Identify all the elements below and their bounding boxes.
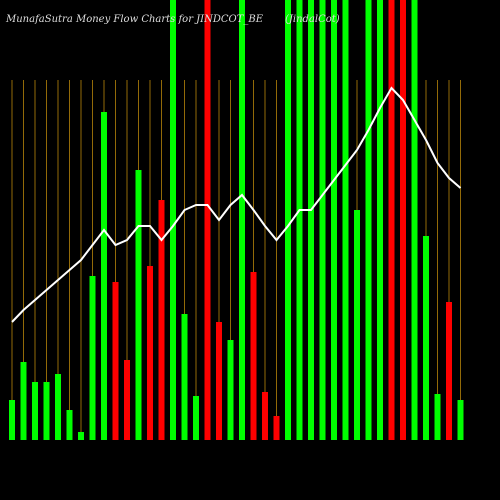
bar bbox=[262, 392, 268, 440]
bar bbox=[342, 0, 349, 440]
bar bbox=[158, 200, 165, 440]
bar bbox=[365, 0, 372, 440]
bar bbox=[377, 0, 383, 440]
bar bbox=[101, 112, 107, 440]
bar bbox=[204, 0, 211, 440]
bar bbox=[285, 0, 291, 440]
bar bbox=[147, 266, 153, 440]
bar bbox=[193, 396, 199, 440]
bar bbox=[250, 272, 257, 440]
bar bbox=[331, 0, 337, 440]
bar bbox=[112, 282, 119, 440]
bar bbox=[388, 0, 395, 440]
bar bbox=[400, 0, 406, 440]
bar bbox=[66, 410, 73, 440]
bar bbox=[20, 362, 27, 440]
bar bbox=[354, 210, 360, 440]
bar bbox=[273, 416, 280, 440]
bar bbox=[32, 382, 38, 440]
chart-subtitle: (JindalCot) bbox=[285, 14, 340, 25]
bar bbox=[170, 0, 176, 440]
bar bbox=[319, 0, 326, 440]
bar bbox=[239, 0, 245, 440]
chart-title: MunafaSutra Money Flow Charts for JINDCO… bbox=[5, 14, 264, 25]
bar bbox=[216, 322, 222, 440]
bar bbox=[124, 360, 130, 440]
bar bbox=[227, 340, 234, 440]
bar bbox=[9, 400, 15, 440]
bar bbox=[457, 400, 464, 440]
bar bbox=[135, 170, 142, 440]
bar bbox=[423, 236, 429, 440]
bar bbox=[78, 432, 84, 440]
bar bbox=[434, 394, 441, 440]
bar bbox=[411, 0, 418, 440]
bar bbox=[55, 374, 61, 440]
bar bbox=[89, 276, 96, 440]
bar bbox=[181, 314, 188, 440]
bar bbox=[446, 302, 452, 440]
bar bbox=[43, 382, 50, 440]
bars bbox=[9, 0, 464, 440]
bar bbox=[308, 0, 314, 440]
bar bbox=[296, 0, 303, 440]
money-flow-line bbox=[11, 86, 462, 323]
